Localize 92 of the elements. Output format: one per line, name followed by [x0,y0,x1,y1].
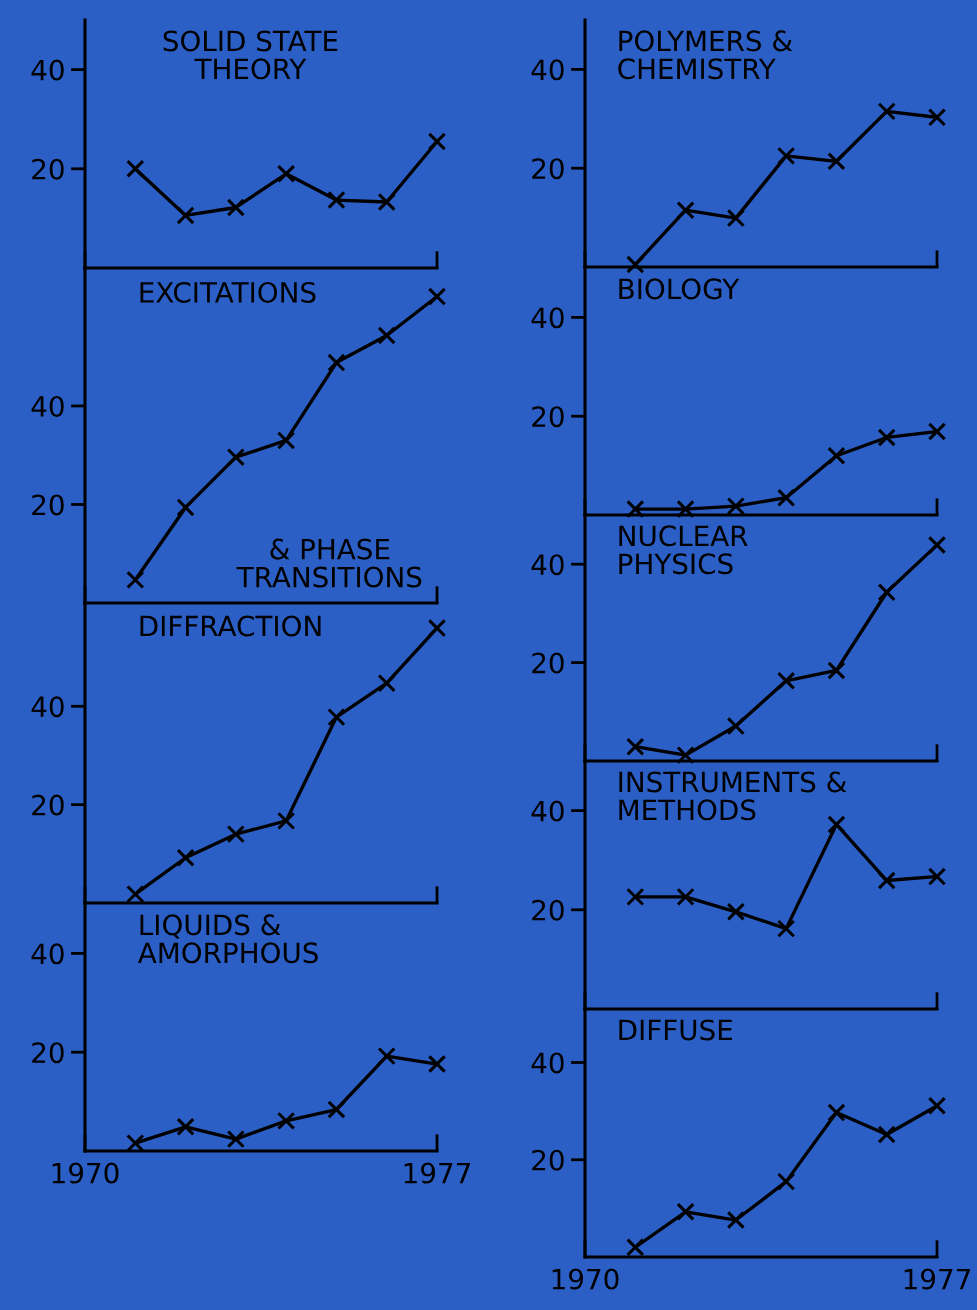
y-tick-label: 40 [31,395,64,417]
x-tick-label: 1970 [552,1268,619,1290]
y-tick-label: 20 [32,794,64,816]
y-tick-label: 20 [32,158,64,180]
point [827,446,846,465]
point [877,102,896,121]
point [726,1210,746,1230]
point [176,206,195,225]
chart-title: DIFFRACTION [140,615,321,637]
point [626,887,645,907]
chart-title: BIOLOGY [619,278,740,300]
point [327,190,346,210]
point [877,871,896,890]
point [427,132,447,151]
y-tick-label: 20 [532,1149,564,1171]
point [626,499,645,519]
point [377,326,396,345]
point [676,1202,695,1221]
point [726,208,746,228]
y-tick-label: 40 [531,1052,564,1074]
point [276,1111,296,1131]
point [776,671,796,690]
y-tick-label: 40 [31,696,64,718]
point [276,811,296,831]
point [626,737,645,756]
x-tick-label: 1977 [404,1162,470,1184]
y-tick-label: 40 [31,943,64,965]
point [226,824,246,844]
point [377,673,396,693]
point [827,1103,846,1122]
y-tick-label: 20 [532,406,564,428]
point [877,428,896,447]
point [776,146,796,166]
point [327,707,346,727]
text: POLYMERS & CHEMISTRY [618,30,793,80]
point [126,884,145,904]
point [626,255,645,274]
y-tick-label: 20 [32,494,64,516]
point [927,535,947,555]
point [676,201,695,220]
chart-title: EXCITATIONS [140,281,316,303]
point [676,887,695,907]
point [827,815,846,834]
chart-title: DIFFUSE [619,1019,732,1041]
y-tick-label: 40 [31,59,64,81]
text: NUCLEAR PHYSICS [619,525,748,575]
point [427,1054,447,1074]
point [877,583,896,602]
y-tick-label: 40 [531,554,564,576]
point [877,1125,896,1144]
point [377,1046,396,1066]
text: LIQUIDS & AMORPHOUS [138,914,318,964]
point [927,1096,947,1115]
point [226,448,246,467]
y-tick-label: 20 [532,899,564,921]
point [927,867,947,886]
point [427,618,447,638]
y-tick-label: 20 [532,652,564,674]
x-tick-label: 1970 [52,1162,119,1184]
point [827,152,846,171]
point [927,108,947,127]
point [626,1238,645,1257]
y-tick-label: 40 [531,59,564,81]
point [726,496,746,516]
point [927,422,947,441]
point [776,919,796,938]
point [327,1100,346,1119]
point [126,570,145,590]
point [226,1129,246,1149]
y-tick-label: 20 [532,158,564,180]
point [226,198,246,217]
y-tick-label: 40 [531,800,564,822]
point [726,902,746,921]
text: INSTRUMENTS & METHODS [619,771,847,821]
annotation: & PHASE TRANSITIONS [236,538,422,588]
y-tick-label: 40 [531,307,564,329]
point [427,287,447,306]
point [276,431,296,450]
point [776,1172,796,1191]
point [377,192,396,212]
point [776,488,796,507]
point [176,498,195,517]
text: SOLID STATE THEORY [163,30,338,80]
point [126,159,145,178]
point [276,164,296,183]
point [176,1117,195,1136]
y-tick-label: 20 [32,1042,64,1064]
x-tick-label: 1977 [904,1268,970,1290]
point [726,716,746,736]
point [176,848,195,867]
point [827,661,846,680]
point [327,353,346,372]
